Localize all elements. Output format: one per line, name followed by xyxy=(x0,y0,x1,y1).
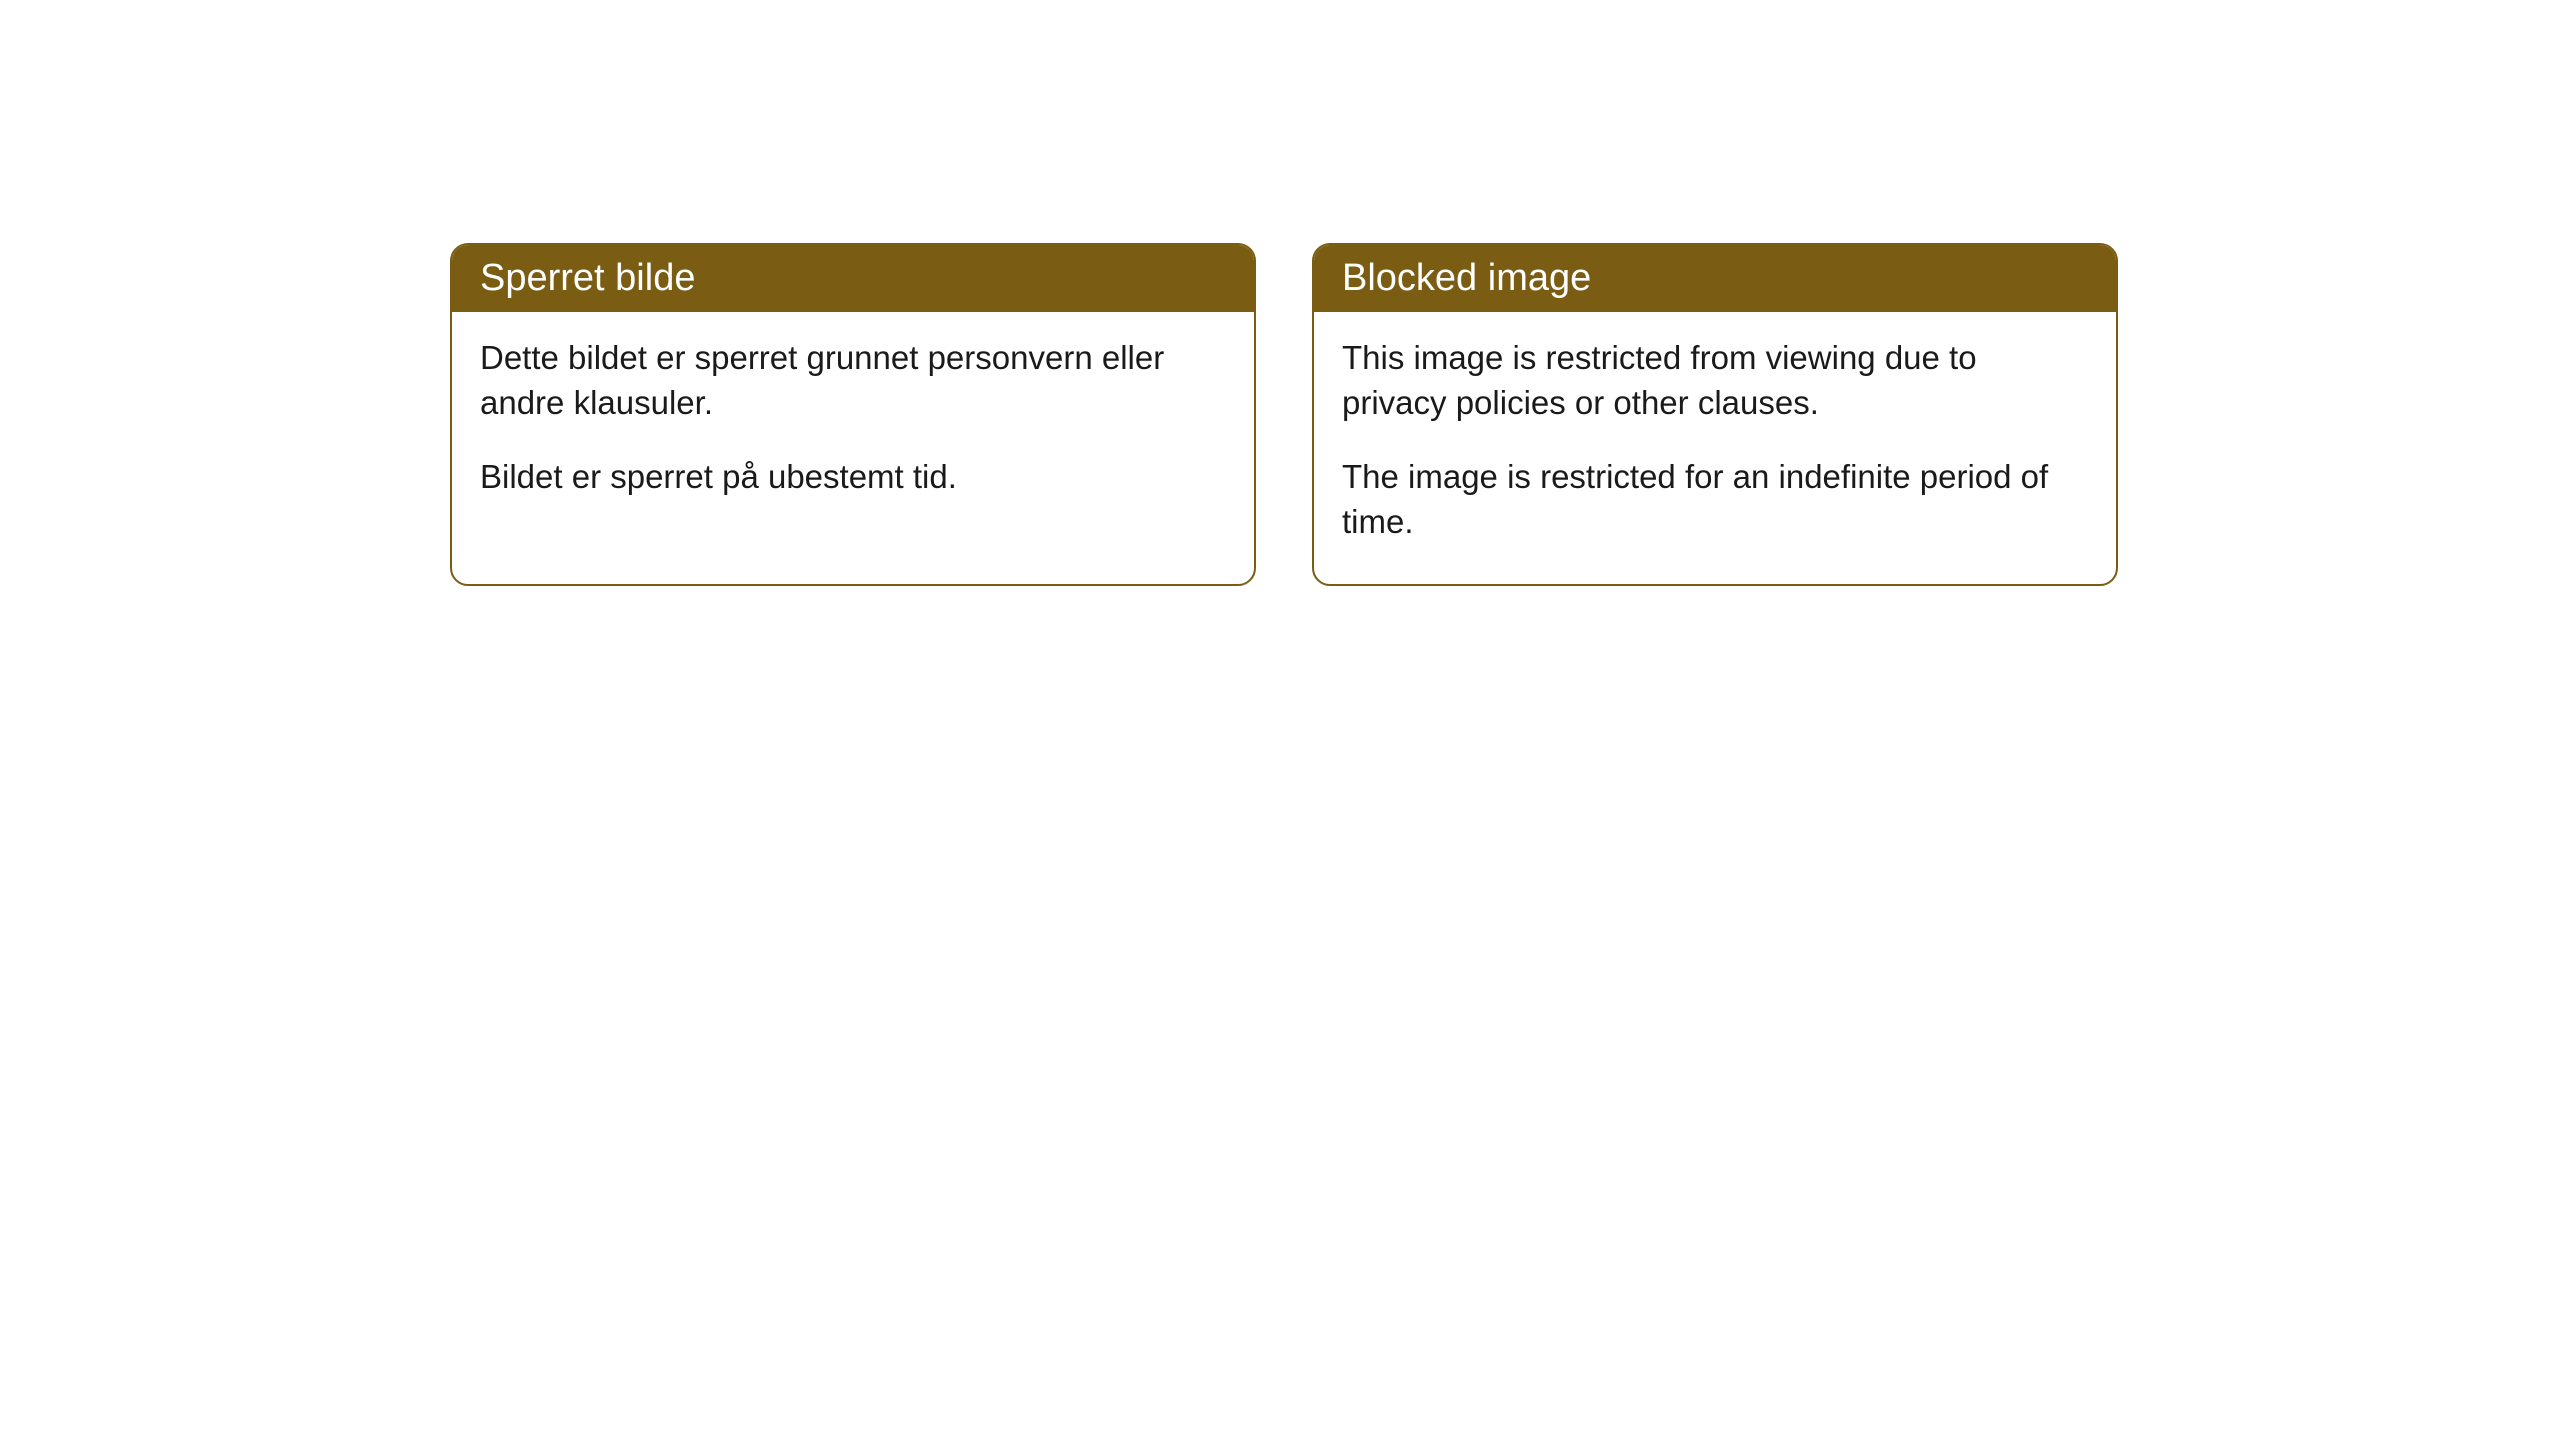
card-paragraph: This image is restricted from viewing du… xyxy=(1342,336,2088,425)
card-body: This image is restricted from viewing du… xyxy=(1314,312,2116,584)
card-header: Sperret bilde xyxy=(452,245,1254,312)
card-title: Sperret bilde xyxy=(480,257,695,299)
card-paragraph: The image is restricted for an indefinit… xyxy=(1342,455,2088,544)
card-body: Dette bildet er sperret grunnet personve… xyxy=(452,312,1254,540)
notice-card-english: Blocked image This image is restricted f… xyxy=(1312,243,2118,586)
notice-cards-container: Sperret bilde Dette bildet er sperret gr… xyxy=(450,243,2118,586)
notice-card-norwegian: Sperret bilde Dette bildet er sperret gr… xyxy=(450,243,1256,586)
card-paragraph: Dette bildet er sperret grunnet personve… xyxy=(480,336,1226,425)
card-paragraph: Bildet er sperret på ubestemt tid. xyxy=(480,455,1226,500)
card-header: Blocked image xyxy=(1314,245,2116,312)
card-title: Blocked image xyxy=(1342,257,1591,299)
